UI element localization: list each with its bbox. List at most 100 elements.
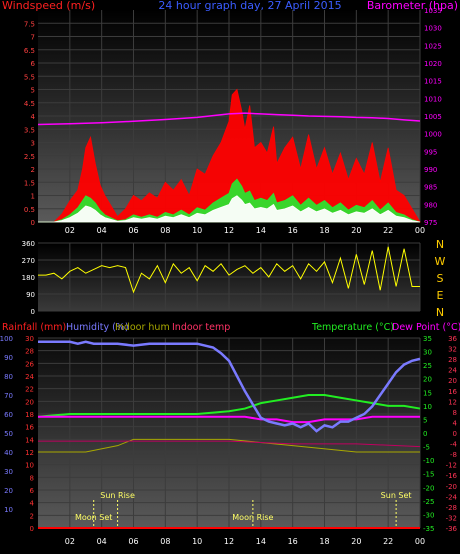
time-tick-label: 22 xyxy=(383,226,393,235)
temperature-tick-label: 20 xyxy=(423,376,432,384)
humidity-tick-label: 20 xyxy=(4,487,13,495)
rainfall-tick-label: 18 xyxy=(25,411,34,419)
dew-point-far-tick-label: 24 xyxy=(448,367,457,375)
wind-axis-title: Windspeed (m/s) xyxy=(2,0,95,12)
temperature-tick-label: -5 xyxy=(423,444,430,452)
temperature-humidity-panel: 0246810121416182022242628301020304050607… xyxy=(0,322,460,546)
rainfall-tick-label: 10 xyxy=(25,462,34,470)
dew-point-far-tick-label: -28 xyxy=(446,504,457,512)
dew-point-far-tick-label: 12 xyxy=(448,398,457,406)
event-label: Moon Rise xyxy=(232,513,273,522)
dew-point-series xyxy=(38,415,420,424)
direction-tick-label: 90 xyxy=(26,291,35,299)
rainfall-tick-label: 24 xyxy=(25,373,34,381)
wind-tick-label: 5.5 xyxy=(24,73,35,81)
wind-tick-label: 6.5 xyxy=(24,47,35,55)
temperature-legend: Temperature (°C) xyxy=(311,322,394,333)
dew-point-far-tick-label: -20 xyxy=(446,483,457,491)
rainfall-tick-label: 16 xyxy=(25,424,34,432)
event-label: Sun Set xyxy=(381,491,412,500)
direction-series xyxy=(38,246,420,294)
rainfall-tick-label: 26 xyxy=(25,360,34,368)
time-tick-label: 22 xyxy=(383,537,393,546)
barometer-tick-label: 980 xyxy=(424,201,437,209)
wind-tick-label: 1 xyxy=(31,193,35,201)
temperature-tick-label: 35 xyxy=(423,335,432,343)
time-tick-label: 12 xyxy=(224,537,234,546)
wind-tick-label: 2.5 xyxy=(24,153,35,161)
temperature-tick-label: -15 xyxy=(423,471,434,479)
barometer-series xyxy=(37,112,421,126)
humidity-legend: Humidity (%) xyxy=(66,322,129,333)
rainfall-tick-label: 4 xyxy=(30,500,35,508)
wind-tick-label: 7 xyxy=(31,34,35,42)
rainfall-tick-label: 2 xyxy=(30,512,34,520)
dew-point-far-tick-label: -16 xyxy=(446,472,458,480)
dew-point-legend: Dew Point (°C) xyxy=(392,322,460,333)
dew-point-far-tick-label: -4 xyxy=(450,441,458,449)
temperature-tick-label: -10 xyxy=(423,457,434,465)
barometer-tick-label: 975 xyxy=(424,219,437,227)
temperature-tick-label: -25 xyxy=(423,498,434,506)
barometer-axis-title: Barometer (hpa) xyxy=(367,0,458,12)
rainfall-legend: Rainfall (mm) xyxy=(2,322,66,333)
time-tick-label: 02 xyxy=(65,537,75,546)
time-tick-label: 08 xyxy=(160,537,170,546)
humidity-tick-label: 80 xyxy=(4,373,13,381)
wind-tick-label: 4 xyxy=(31,113,36,121)
temperature-series xyxy=(37,394,421,418)
barometer-tick-label: 1010 xyxy=(424,95,442,103)
compass-label: S xyxy=(437,272,444,285)
time-tick-label: 12 xyxy=(224,226,234,235)
humidity-tick-label: 40 xyxy=(4,449,13,457)
humidity-series xyxy=(38,340,421,433)
dew-point-far-tick-label: -24 xyxy=(446,493,458,501)
wind-tick-label: 6 xyxy=(31,60,36,68)
dew-point-far-tick-label: 8 xyxy=(453,409,457,417)
time-tick-label: 18 xyxy=(319,226,329,235)
chart-title: 24 hour graph day, 27 April 2015 xyxy=(158,0,341,12)
time-tick-label: 00 xyxy=(415,226,425,235)
barometer-tick-label: 1025 xyxy=(424,42,442,50)
dew-point-far-tick-label: -32 xyxy=(446,514,457,522)
wind-tick-label: 3.5 xyxy=(24,126,35,134)
indoor-hum-legend: Indoor hum xyxy=(115,322,170,333)
humidity-tick-label: 90 xyxy=(4,354,13,362)
rainfall-tick-label: 30 xyxy=(25,335,34,343)
rainfall-tick-label: 12 xyxy=(25,449,34,457)
dew-point-far-tick-label: 0 xyxy=(453,430,457,438)
dew-point-far-tick-label: 28 xyxy=(448,356,457,364)
wind-tick-label: 2 xyxy=(31,166,35,174)
dew-point-far-tick-label: -12 xyxy=(446,462,457,470)
time-tick-label: 16 xyxy=(288,537,298,546)
rainfall-tick-label: 8 xyxy=(30,474,34,482)
time-tick-label: 04 xyxy=(97,537,107,546)
barometer-tick-label: 1000 xyxy=(424,131,442,139)
temperature-tick-label: 30 xyxy=(423,349,432,357)
barometer-tick-label: 1020 xyxy=(424,60,442,68)
direction-tick-label: 360 xyxy=(22,240,35,248)
time-tick-label: 06 xyxy=(128,537,138,546)
dew-point-far-tick-label: 4 xyxy=(453,419,458,427)
time-tick-label: 06 xyxy=(128,226,138,235)
dew-point-far-tick-label: 16 xyxy=(448,388,457,396)
dew-point-far-tick-label: 36 xyxy=(448,335,457,343)
barometer-tick-label: 1015 xyxy=(424,78,442,86)
direction-tick-label: 270 xyxy=(22,257,35,265)
compass-label: E xyxy=(437,289,444,302)
temperature-tick-label: -20 xyxy=(423,484,434,492)
humidity-tick-label: 60 xyxy=(4,411,13,419)
dew-point-far-tick-label: -36 xyxy=(446,525,458,533)
wind-tick-label: 1.5 xyxy=(24,179,35,187)
humidity-tick-label: 30 xyxy=(4,468,13,476)
humidity-tick-label: 70 xyxy=(4,392,13,400)
rainfall-tick-label: 22 xyxy=(25,386,34,394)
wind-mean-white-series xyxy=(38,195,421,223)
wind-tick-label: 0.5 xyxy=(24,206,35,214)
time-tick-label: 20 xyxy=(351,537,361,546)
event-label: Sun Rise xyxy=(100,491,135,500)
time-tick-label: 14 xyxy=(256,537,266,546)
time-tick-label: 10 xyxy=(192,537,202,546)
